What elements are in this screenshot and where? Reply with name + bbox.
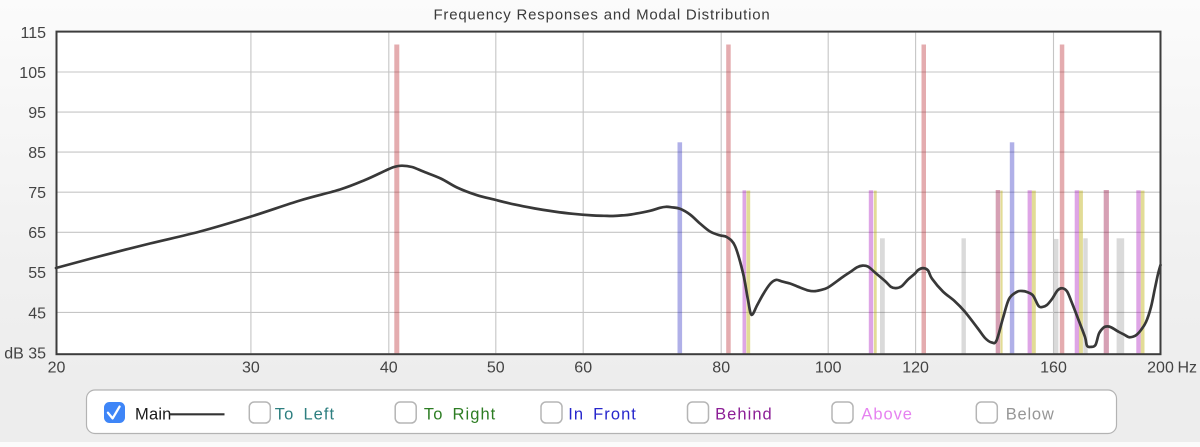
svg-text:85: 85 [28, 145, 46, 162]
svg-text:55: 55 [28, 265, 46, 282]
svg-text:30: 30 [242, 360, 260, 377]
svg-text:20: 20 [48, 360, 66, 377]
svg-text:75: 75 [28, 185, 46, 202]
svg-text:65: 65 [28, 225, 46, 242]
svg-text:80: 80 [712, 360, 730, 377]
svg-text:40: 40 [380, 360, 398, 377]
svg-text:50: 50 [487, 360, 505, 377]
svg-text:100: 100 [815, 360, 842, 377]
svg-text:Behind: Behind [715, 405, 773, 423]
svg-text:Frequency Responses and Modal: Frequency Responses and Modal Distributi… [433, 6, 770, 23]
svg-text:To Left: To Left [275, 405, 335, 423]
svg-text:95: 95 [28, 105, 46, 122]
svg-text:105: 105 [19, 65, 46, 82]
svg-text:45: 45 [28, 305, 46, 322]
svg-text:Main: Main [135, 405, 172, 423]
svg-text:Hz: Hz [1178, 360, 1198, 377]
svg-text:200: 200 [1147, 360, 1174, 377]
svg-text:In Front: In Front [568, 405, 637, 423]
svg-text:115: 115 [20, 25, 46, 42]
svg-text:To Right: To Right [424, 405, 496, 423]
svg-text:120: 120 [902, 360, 929, 377]
svg-text:160: 160 [1040, 360, 1067, 377]
svg-text:60: 60 [574, 360, 592, 377]
svg-text:Below: Below [1006, 405, 1055, 423]
svg-text:Above: Above [861, 405, 913, 423]
svg-text:dB 35: dB 35 [4, 345, 46, 362]
